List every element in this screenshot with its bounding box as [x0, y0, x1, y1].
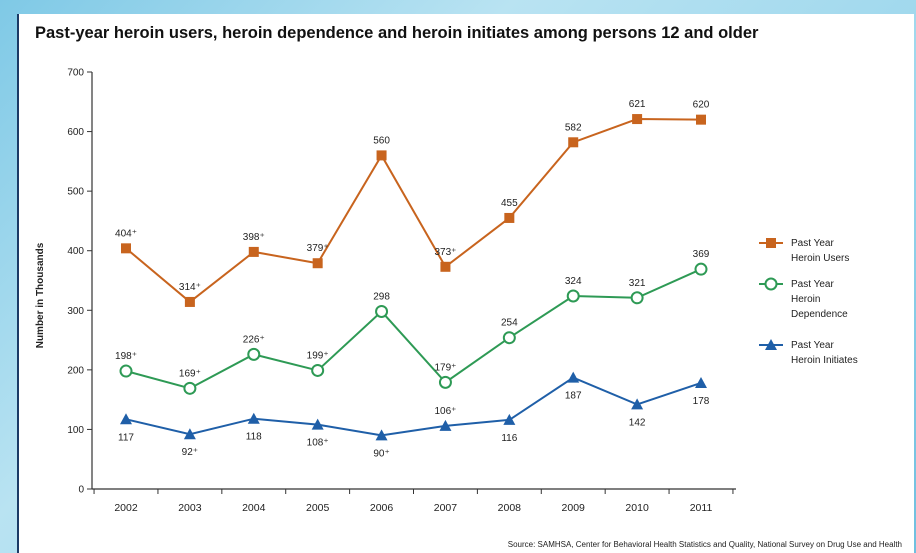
data-label: 404⁺	[115, 228, 137, 239]
data-label: 398⁺	[243, 232, 265, 243]
data-point	[439, 419, 452, 431]
legend-label: Past Year	[791, 238, 834, 249]
data-point	[119, 364, 133, 378]
data-point	[375, 304, 389, 318]
y-tick-label: 300	[67, 306, 84, 317]
data-label: 369	[693, 249, 710, 260]
data-label: 373⁺	[434, 247, 456, 258]
data-label: 455	[501, 198, 518, 209]
data-label: 169⁺	[179, 368, 201, 379]
data-point	[631, 398, 644, 410]
data-point	[375, 429, 388, 441]
data-point	[630, 291, 644, 305]
x-tick-label: 2005	[306, 502, 330, 514]
x-tick-label: 2006	[370, 502, 394, 514]
data-point	[566, 289, 580, 303]
data-label: 92⁺	[182, 447, 198, 458]
data-point	[567, 371, 580, 383]
data-label: 187	[565, 391, 582, 402]
data-label: 90⁺	[373, 448, 389, 459]
data-point	[503, 413, 516, 425]
data-label: 116	[501, 433, 517, 444]
data-label: 582	[565, 122, 582, 133]
legend-label: Past Year	[791, 279, 834, 290]
data-label: 620	[693, 100, 710, 111]
x-tick-label: 2003	[178, 502, 202, 514]
data-point	[502, 331, 516, 345]
data-label: 179⁺	[434, 362, 456, 373]
x-tick-label: 2007	[434, 502, 458, 514]
data-label: 198⁺	[115, 351, 137, 362]
y-axis-label: Number in Thousands	[35, 242, 46, 348]
x-tick-label: 2010	[625, 502, 649, 514]
series-line	[125, 268, 702, 390]
legend-label: Past Year	[791, 340, 834, 351]
chart-title: Past-year heroin users, heroin dependenc…	[35, 24, 759, 42]
data-point	[696, 114, 706, 125]
data-label: 142	[629, 417, 646, 428]
y-tick-label: 200	[67, 365, 84, 376]
x-tick-label: 2004	[242, 502, 266, 514]
chart-frame: Past-year heroin users, heroin dependenc…	[17, 14, 914, 553]
data-point	[247, 347, 261, 361]
data-point	[312, 258, 323, 269]
series-line	[125, 118, 702, 304]
data-point	[438, 375, 452, 389]
legend-label: Heroin Users	[791, 253, 849, 264]
data-label: 106⁺	[434, 406, 456, 417]
legend-marker	[766, 238, 776, 248]
data-point	[695, 376, 707, 388]
data-point	[183, 428, 196, 440]
data-point	[184, 296, 195, 307]
y-tick-label: 500	[67, 187, 84, 198]
data-label: 226⁺	[243, 334, 265, 345]
data-label: 621	[629, 99, 646, 110]
data-label: 118	[246, 432, 262, 443]
data-label: 324	[565, 276, 582, 287]
legend-label: Heroin	[791, 294, 820, 305]
y-tick-label: 100	[67, 425, 84, 436]
data-point	[376, 150, 387, 161]
data-label: 321	[629, 278, 646, 289]
x-tick-label: 2008	[498, 502, 522, 514]
data-point	[504, 212, 515, 223]
x-tick-label: 2011	[690, 502, 713, 514]
data-point	[311, 363, 325, 377]
x-tick-label: 2002	[114, 502, 138, 514]
series-line	[125, 376, 702, 437]
legend-marker	[765, 339, 777, 350]
data-point	[440, 261, 451, 272]
data-label: 560	[373, 135, 390, 146]
data-label: 314⁺	[179, 282, 201, 293]
data-label: 178	[693, 396, 710, 407]
data-point	[694, 262, 708, 276]
data-label: 199⁺	[307, 350, 329, 361]
data-label: 117	[118, 432, 134, 443]
source-note: Source: SAMHSA, Center for Behavioral He…	[507, 540, 902, 549]
data-point	[120, 413, 132, 425]
y-tick-label: 700	[67, 68, 84, 79]
y-tick-label: 0	[78, 485, 84, 496]
data-point	[568, 137, 579, 148]
line-chart: 0 100 200 300 400 500 600 700 2002 2003 2004 2005 20…	[35, 68, 858, 515]
data-label: 108⁺	[307, 438, 329, 449]
data-point	[247, 412, 260, 424]
data-label: 379⁺	[307, 243, 329, 254]
legend-label: Heroin Initiates	[791, 355, 858, 366]
data-point	[183, 381, 197, 395]
data-label: 298	[373, 291, 390, 302]
data-point	[311, 418, 324, 430]
x-tick-label: 2009	[562, 502, 586, 514]
legend-marker	[764, 277, 778, 291]
data-point	[632, 114, 643, 125]
y-tick-label: 400	[67, 246, 84, 257]
data-point	[121, 243, 131, 254]
data-point	[248, 246, 259, 257]
data-label: 254	[501, 318, 518, 329]
legend-label: Dependence	[791, 309, 848, 320]
y-tick-label: 600	[67, 127, 84, 138]
